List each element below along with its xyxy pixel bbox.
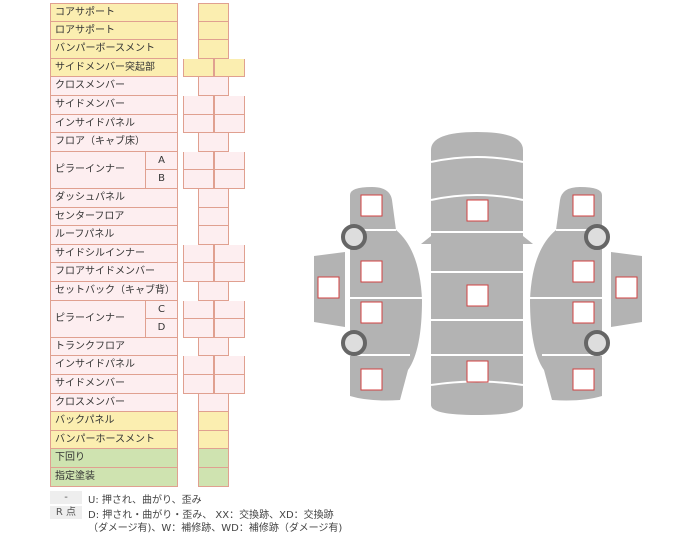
row-label: インサイドパネル — [50, 356, 178, 375]
damage-marker[interactable] — [572, 260, 595, 283]
row-sublabel: D — [145, 319, 178, 338]
row-label: バンパーボースメント — [50, 40, 178, 59]
check-cell[interactable] — [198, 133, 229, 152]
damage-marker[interactable] — [572, 301, 595, 324]
check-cell[interactable] — [198, 430, 229, 450]
check-cell[interactable] — [214, 319, 245, 338]
check-cell[interactable] — [214, 244, 245, 264]
legend-tag-dash: - — [50, 491, 82, 504]
row-label: 指定塗装 — [50, 468, 178, 487]
car-top-body — [421, 132, 533, 415]
check-cell[interactable] — [198, 207, 229, 227]
legend-line-2: D: 押され・曲がり・歪み、 XX：交換跡、XD：交換跡 — [88, 510, 334, 521]
car-left-side — [350, 187, 422, 401]
check-cell[interactable] — [183, 300, 214, 320]
damage-marker[interactable] — [466, 199, 489, 222]
check-cell[interactable] — [198, 21, 229, 41]
check-cell[interactable] — [214, 170, 245, 189]
check-cell[interactable] — [198, 449, 229, 468]
legend-line-3: （ダメージ有)、W：補修跡、WD：補修跡（ダメージ有) — [88, 523, 343, 534]
row-label: バンパーホースメント — [50, 430, 178, 450]
row-label: バックパネル — [50, 412, 178, 431]
check-cell[interactable] — [198, 468, 229, 487]
check-cell[interactable] — [198, 226, 229, 245]
row-sublabel: C — [145, 300, 178, 320]
damage-marker[interactable] — [572, 194, 595, 217]
check-cell[interactable] — [198, 189, 229, 208]
damage-marker[interactable] — [360, 368, 383, 391]
row-label: クロスメンバー — [50, 393, 178, 413]
check-cell[interactable] — [198, 393, 229, 413]
car-right-side — [530, 187, 602, 401]
check-cell[interactable] — [183, 263, 214, 282]
row-label: トランクフロア — [50, 337, 178, 357]
row-sublabel: A — [145, 151, 178, 171]
legend-tag-r: R 点 — [50, 506, 82, 519]
check-cell[interactable] — [214, 114, 245, 134]
check-cell[interactable] — [214, 356, 245, 375]
damage-marker[interactable] — [360, 194, 383, 217]
check-cell[interactable] — [183, 58, 214, 78]
check-cell[interactable] — [198, 282, 229, 301]
row-label: フロア（キャブ床） — [50, 133, 178, 152]
check-cell[interactable] — [183, 114, 214, 134]
check-cell[interactable] — [183, 151, 214, 171]
wheel-icon — [584, 330, 610, 356]
check-cell[interactable] — [183, 356, 214, 375]
damage-marker[interactable] — [615, 276, 638, 299]
row-label: ルーフパネル — [50, 226, 178, 245]
check-cell[interactable] — [183, 375, 214, 394]
damage-marker[interactable] — [572, 368, 595, 391]
row-label: インサイドパネル — [50, 114, 178, 134]
wheel-icon — [341, 330, 367, 356]
check-cell[interactable] — [198, 412, 229, 431]
wheel-icon — [341, 224, 367, 250]
row-sublabel: B — [145, 170, 178, 189]
row-label: センターフロア — [50, 207, 178, 227]
row-label: コアサポート — [50, 3, 178, 22]
check-cell[interactable] — [198, 77, 229, 96]
row-label: サイドシルインナー — [50, 244, 178, 264]
check-cell[interactable] — [198, 3, 229, 22]
check-cell[interactable] — [183, 170, 214, 189]
check-cell[interactable] — [214, 58, 245, 78]
check-cell[interactable] — [214, 151, 245, 171]
check-cell[interactable] — [214, 263, 245, 282]
check-cell[interactable] — [183, 244, 214, 264]
damage-marker[interactable] — [360, 301, 383, 324]
row-label: セットバック（キャブ背） — [50, 282, 178, 301]
damage-marker[interactable] — [466, 284, 489, 307]
check-cell[interactable] — [214, 375, 245, 394]
check-cell[interactable] — [183, 319, 214, 338]
damage-marker[interactable] — [360, 260, 383, 283]
row-label: サイドメンバー — [50, 375, 178, 394]
row-label: フロアサイドメンバー — [50, 263, 178, 282]
row-label: サイドメンバー突起部 — [50, 58, 178, 78]
check-cell[interactable] — [214, 300, 245, 320]
wheel-icon — [584, 224, 610, 250]
check-cell[interactable] — [198, 337, 229, 357]
row-label: サイドメンバー — [50, 96, 178, 115]
check-cell[interactable] — [214, 96, 245, 115]
row-label: ダッシュパネル — [50, 189, 178, 208]
row-label: ロアサポート — [50, 21, 178, 41]
damage-marker[interactable] — [317, 276, 340, 299]
row-label: 下回り — [50, 449, 178, 468]
row-label: ピラーインナー — [50, 151, 146, 189]
damage-marker[interactable] — [466, 360, 489, 383]
check-cell[interactable] — [198, 40, 229, 59]
row-label: ピラーインナー — [50, 300, 146, 338]
row-label: クロスメンバー — [50, 77, 178, 96]
check-cell[interactable] — [183, 96, 214, 115]
legend-line-1: U: 押され、曲がり、歪み — [88, 495, 202, 506]
